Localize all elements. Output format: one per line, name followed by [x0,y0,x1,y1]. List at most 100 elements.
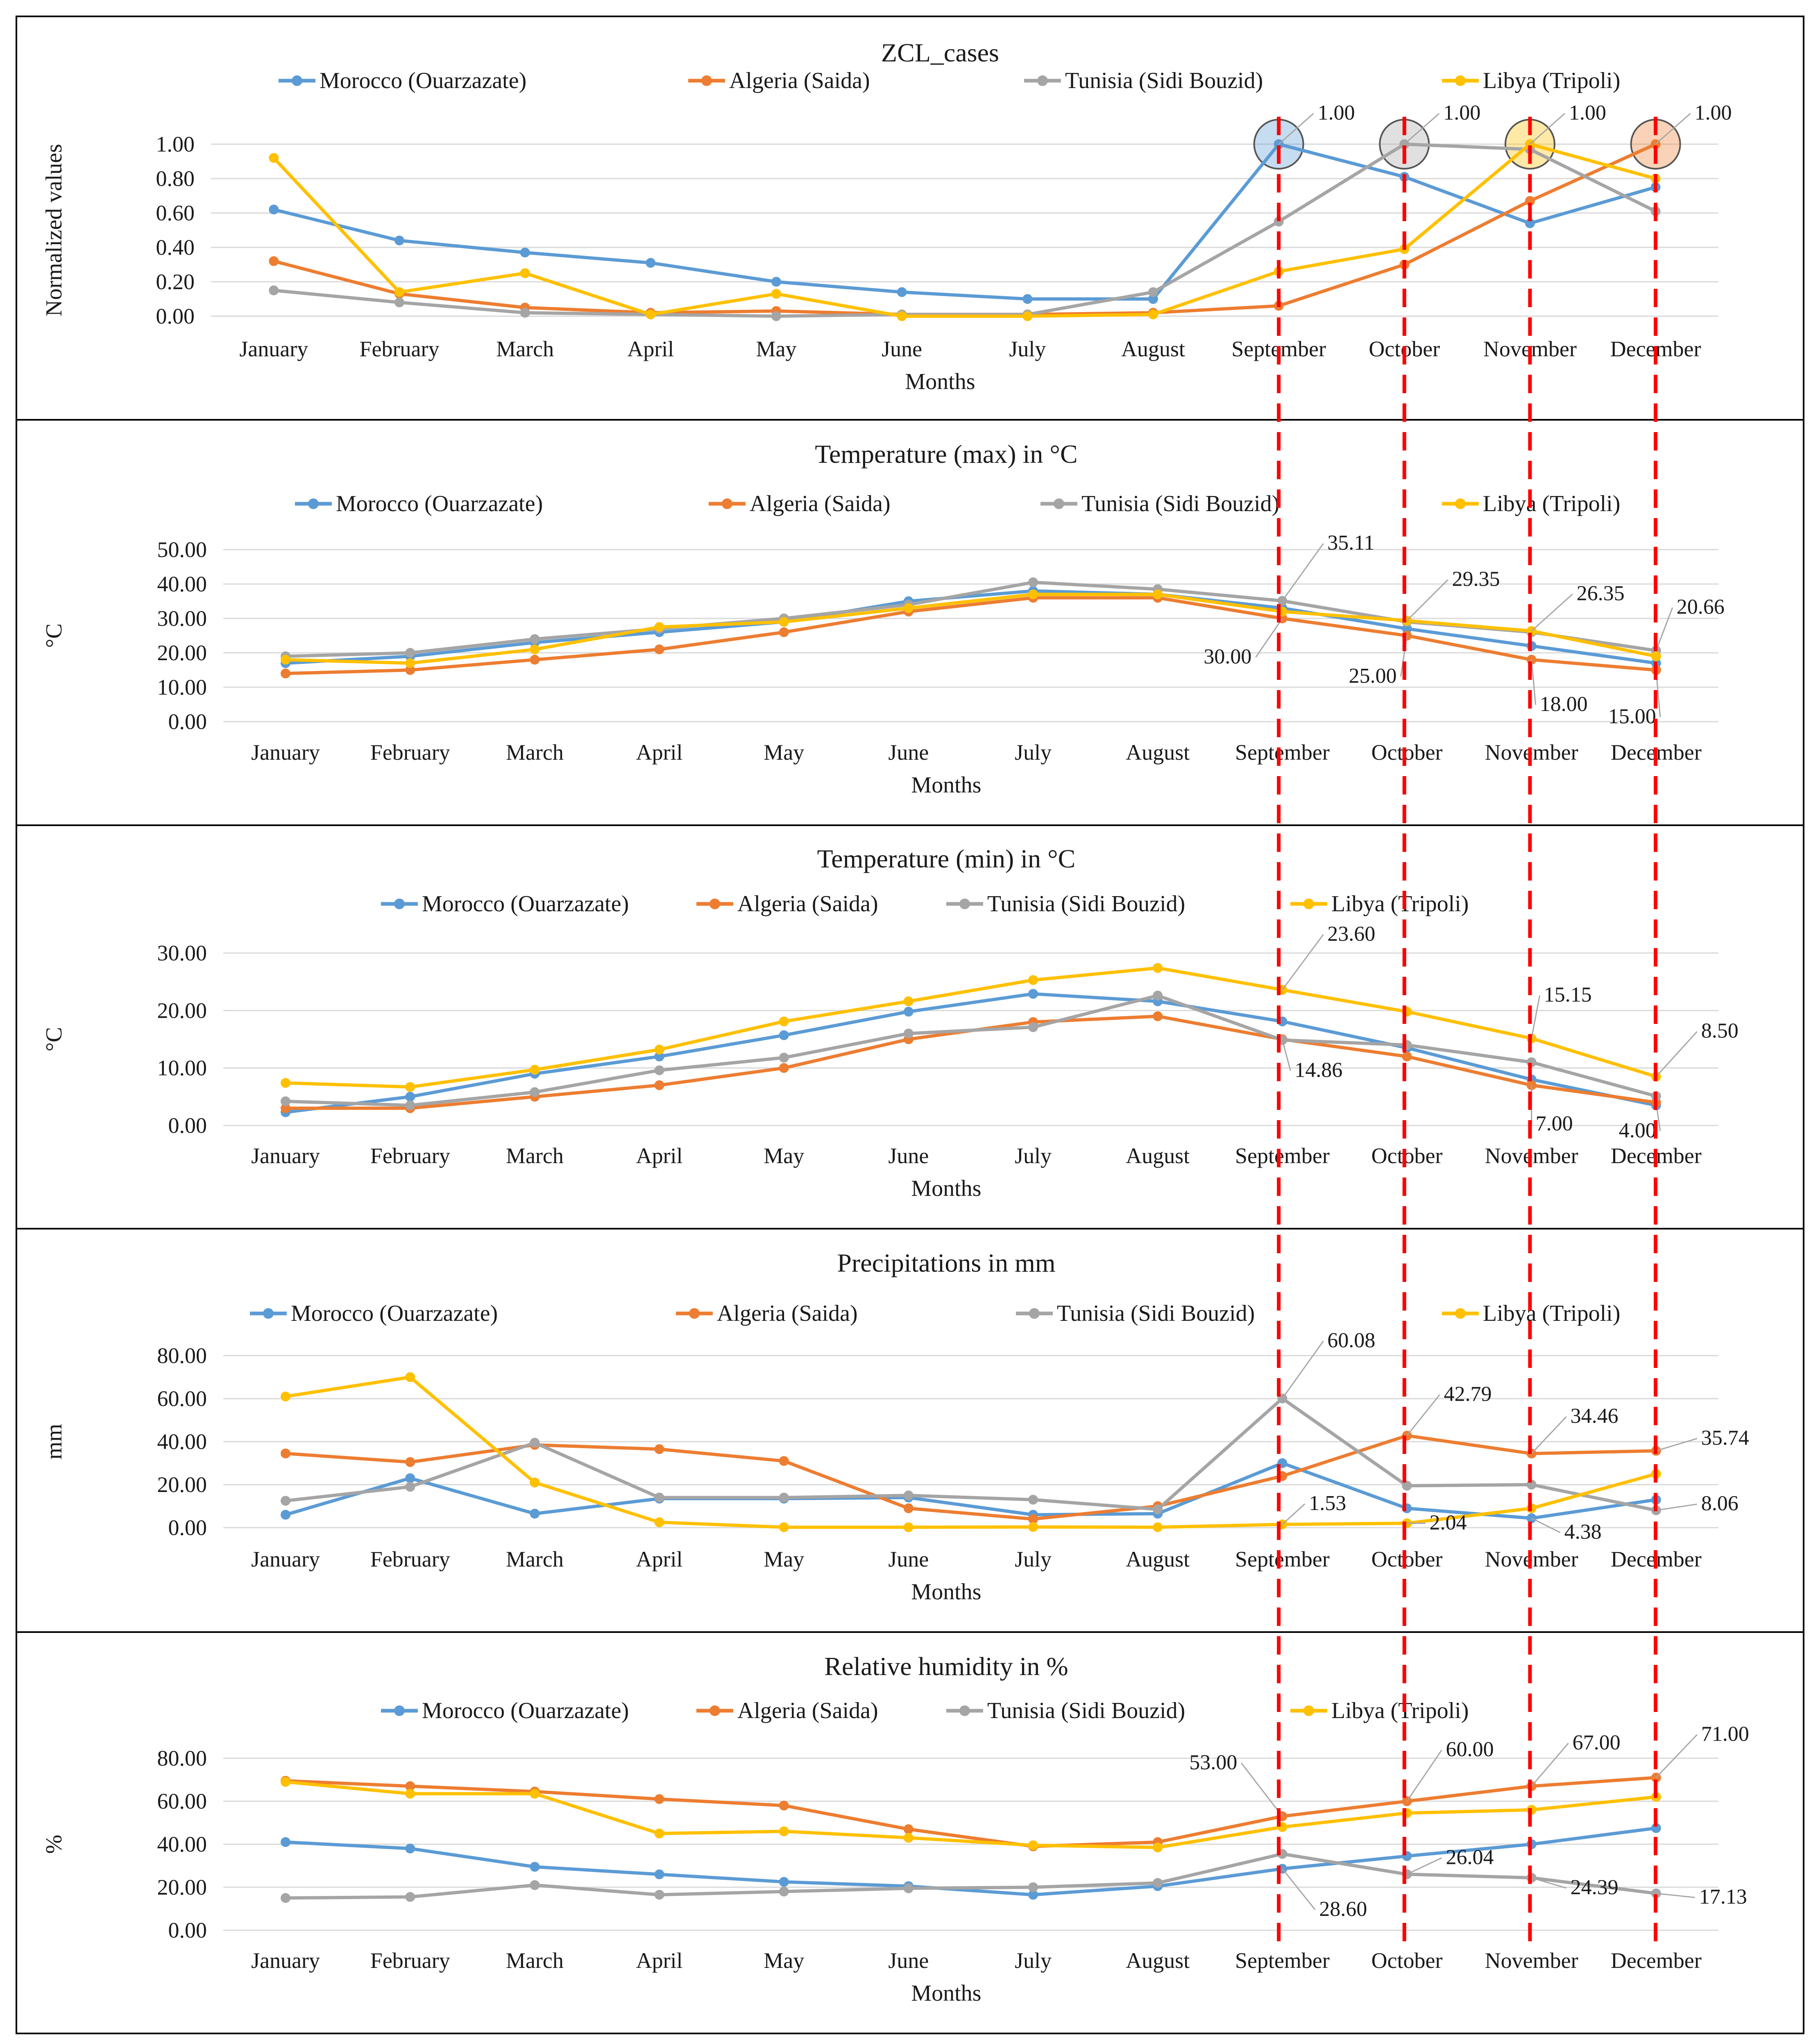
y-axis-title: Normalized values [41,144,67,316]
x-tick-label: March [506,740,564,765]
y-tick-label: 60.00 [157,1789,207,1814]
x-tick-label: June [888,740,929,765]
data-point [269,153,279,163]
legend-item: Libya (Tripoli) [1290,891,1469,917]
x-tick-label: September [1235,1948,1330,1973]
x-tick-label: February [370,740,450,765]
x-tick-label: July [1015,1948,1052,1973]
data-point [779,1877,789,1887]
data-point [269,285,279,295]
data-label: 1.00 [1695,101,1732,125]
data-label: 30.00 [1204,645,1251,668]
data-point [779,1053,789,1063]
chart-title: Temperature (min) in °C [817,844,1076,873]
legend-marker [1455,1308,1466,1319]
series-line [272,143,1656,318]
data-point [405,648,415,658]
x-tick-label: March [506,1143,564,1168]
data-label-leader [1655,607,1673,651]
series-line [285,1826,1657,1897]
x-tick-label: May [764,1948,804,1973]
data-label: 34.46 [1571,1404,1618,1428]
y-tick-label: 80.00 [157,1746,207,1771]
series-line [273,143,1657,318]
data-point [771,277,781,287]
data-label-leader [1406,1857,1442,1875]
data-point [654,1517,664,1527]
x-tick-label: April [636,1948,683,1973]
series-line [285,1461,1657,1520]
data-point [897,311,907,321]
legend-label: Algeria (Saida) [737,891,878,917]
legend-item: Libya (Tripoli) [1290,1698,1469,1723]
x-tick-label: August [1121,337,1185,361]
legend-label: Tunisia (Sidi Bouzid) [1057,1301,1255,1326]
data-point [1028,1890,1038,1900]
data-point [1148,309,1158,319]
series-line [273,143,1657,316]
data-point [1148,287,1158,297]
data-point [779,1826,789,1836]
data-point [1028,577,1038,587]
chart-title: Precipitations in mm [837,1248,1055,1277]
data-label: 60.08 [1327,1329,1375,1352]
series-line [285,994,1657,1107]
data-point [654,1492,664,1503]
legend-item: Tunisia (Sidi Bouzid) [1024,68,1263,93]
legend-item: Algeria (Saida) [676,1301,858,1326]
data-point [1153,589,1163,600]
legend-label: Morocco (Ouarzazate) [336,491,543,516]
y-tick-label: 0.60 [156,201,195,225]
x-tick-label: February [370,1143,450,1168]
data-point [1153,1011,1163,1021]
series-line [285,1780,1657,1849]
data-point [281,1103,291,1113]
x-tick-label: October [1371,1948,1443,1973]
data-point [654,1044,664,1055]
data-label-leader [1282,1340,1324,1399]
data-point [903,603,913,613]
y-tick-label: 20.00 [157,1472,207,1497]
legend-label: Tunisia (Sidi Bouzid) [1065,68,1263,93]
data-point [646,258,656,268]
series-line [285,1776,1657,1848]
legend-marker [709,1705,720,1716]
x-tick-label: April [636,1143,683,1168]
legend-marker [722,498,732,509]
data-point [405,1892,415,1902]
data-label-leader [1406,1394,1440,1436]
x-tick-label: October [1371,740,1443,765]
y-tick-label: 10.00 [157,675,207,700]
legend-marker [1029,1308,1040,1319]
x-tick-label: January [251,740,320,765]
data-label: 60.00 [1446,1738,1494,1761]
data-point [646,309,656,319]
series-line [285,992,1657,1114]
data-point [1402,624,1412,634]
legend-marker [308,498,319,509]
data-label-leader [1406,1750,1442,1802]
x-axis-title: Months [905,369,975,394]
data-label: 35.74 [1701,1426,1749,1449]
legend-marker [263,1308,274,1319]
y-tick-label: 0.00 [156,304,195,328]
data-point [654,644,664,654]
data-label: 26.04 [1446,1845,1494,1869]
data-point [405,1091,415,1102]
chart-panel-5: 0.00 20.00 40.00 60.00 80.00 Relative humidit… [16,1631,1804,2034]
legend-marker [709,899,720,909]
data-label-leader [1656,1503,1698,1511]
y-tick-label: 1.00 [156,132,195,156]
data-point [779,1800,789,1811]
data-point [530,1789,540,1799]
y-tick-label: 60.00 [157,1386,207,1411]
data-point [520,247,530,258]
data-point [405,1372,415,1382]
data-point [405,665,415,675]
data-label-leader [1531,1743,1569,1787]
data-point [405,1082,415,1092]
data-point [654,1051,664,1062]
data-point [281,1391,291,1402]
legend-label: Tunisia (Sidi Bouzid) [987,891,1185,917]
data-point [405,1100,415,1110]
